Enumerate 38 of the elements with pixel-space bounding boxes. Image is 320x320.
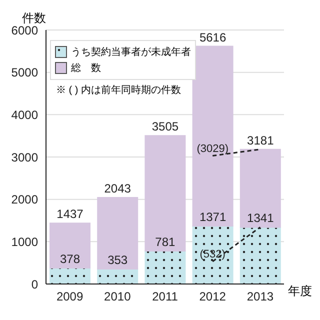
legend-label: 総 数 xyxy=(71,62,101,75)
y-tick-label: 1000 xyxy=(11,234,38,249)
total-label: 2043 xyxy=(104,182,132,196)
bar xyxy=(97,268,138,284)
bar xyxy=(192,225,234,284)
y-tick-label: 4000 xyxy=(11,108,38,122)
y-tick-label: 5000 xyxy=(11,66,38,80)
bar xyxy=(144,250,186,284)
x-tick-label: 2011 xyxy=(152,290,178,304)
bar xyxy=(240,148,281,228)
data-label: 781 xyxy=(155,234,176,249)
data-label: 1371 xyxy=(199,210,226,224)
legend-label: うち契約当事者が未成年者 xyxy=(71,46,191,59)
x-tick-label: 2012 xyxy=(199,290,226,304)
bar xyxy=(144,135,186,252)
total-label: 5616 xyxy=(199,30,226,44)
bar xyxy=(97,197,138,270)
x-tick-label: 2009 xyxy=(56,290,84,304)
x-tick-label: 2010 xyxy=(104,290,132,304)
data-label: 353 xyxy=(108,253,128,268)
x-axis-title: 年度 xyxy=(288,283,312,300)
y-tick-label: 0 xyxy=(31,277,38,292)
bar xyxy=(50,222,90,268)
y-tick-label: 2000 xyxy=(11,192,38,207)
bar xyxy=(192,46,234,226)
y-axis-title: 件数 xyxy=(22,10,46,26)
x-tick-label: 2013 xyxy=(246,290,274,304)
data-label: 378 xyxy=(60,252,80,266)
total-label: 3505 xyxy=(152,120,179,134)
data-label: 1341 xyxy=(247,211,274,226)
bar xyxy=(240,226,281,284)
y-tick-label: 3000 xyxy=(11,150,38,164)
y-tick-label: 6000 xyxy=(11,23,38,38)
annotation: (3029) xyxy=(196,142,228,155)
total-label: 3181 xyxy=(247,133,274,148)
annotation: ※ ( ) 内は前年同時期の件数 xyxy=(56,84,182,97)
bar xyxy=(50,268,90,284)
total-label: 1437 xyxy=(56,207,84,222)
